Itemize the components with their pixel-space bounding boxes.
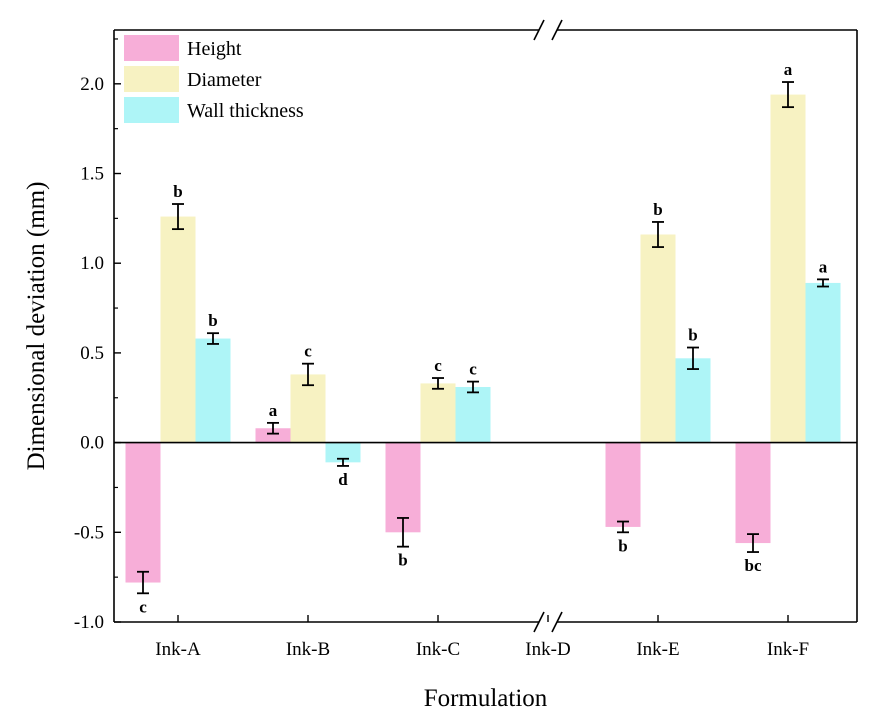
legend-label: Height <box>187 38 242 60</box>
y-tick-label: 1.0 <box>80 253 104 274</box>
bar-height-ink-f <box>735 442 771 544</box>
bar-wall-thickness-ink-a <box>195 338 231 443</box>
significance-label: b <box>653 200 662 219</box>
significance-label: c <box>434 356 442 375</box>
error-bar <box>687 346 699 370</box>
significance-label: b <box>618 536 627 555</box>
bar-diameter-ink-c <box>420 383 456 443</box>
legend-swatch <box>124 97 179 123</box>
legend-swatch <box>124 35 179 61</box>
x-tick-label: Ink-C <box>416 639 460 660</box>
significance-label: b <box>688 326 697 345</box>
bar-diameter-ink-e <box>640 234 676 443</box>
error-bar <box>652 221 664 248</box>
error-bar <box>467 380 479 394</box>
error-bar <box>207 332 219 345</box>
bar-height-ink-b <box>255 428 291 443</box>
y-tick-label: 0.5 <box>80 343 104 364</box>
x-tick-label: Ink-E <box>636 639 679 660</box>
legend: Height Diameter Wall thickness <box>124 35 304 123</box>
y-tick-label: 1.5 <box>80 164 104 185</box>
bar-wall-thickness-ink-c <box>455 386 491 443</box>
error-bar <box>432 377 444 390</box>
axes-frame <box>113 19 858 633</box>
bar-wall-thickness-ink-f <box>805 282 841 443</box>
y-tick-label: -0.5 <box>74 522 104 543</box>
axis-break-mark <box>551 611 563 633</box>
error-bar <box>397 517 409 548</box>
significance-label: bc <box>745 556 762 575</box>
bar-wall-thickness-ink-b <box>325 442 361 463</box>
error-bar <box>817 278 829 288</box>
y-tick-label: 0.0 <box>80 433 104 454</box>
x-tick-label: Ink-A <box>155 639 201 660</box>
significance-label: b <box>398 551 407 570</box>
legend-label: Wall thickness <box>187 100 304 122</box>
significance-label: a <box>819 257 828 276</box>
significance-label: c <box>469 360 477 379</box>
significance-label: b <box>173 182 182 201</box>
axis-break-mark <box>533 611 545 633</box>
x-tick-label: Ink-B <box>286 639 330 660</box>
x-tick-label: Ink-F <box>767 639 809 660</box>
bar-height-ink-e <box>605 442 641 527</box>
x-axis-title: Formulation <box>424 685 548 712</box>
y-tick-label: -1.0 <box>74 612 104 633</box>
bar-height-ink-a <box>125 442 161 583</box>
y-axis-title: Dimensional deviation (mm) <box>23 182 50 471</box>
significance-label: c <box>139 597 147 616</box>
error-bar <box>617 520 629 534</box>
x-tick-label: Ink-D <box>525 639 570 660</box>
error-bar <box>302 362 314 387</box>
significance-label: a <box>784 60 793 79</box>
error-bar <box>782 81 794 109</box>
error-bar <box>337 457 349 467</box>
significance-label: d <box>338 470 348 489</box>
significance-label: c <box>304 342 312 361</box>
error-bar <box>172 203 184 231</box>
error-bar <box>267 421 279 435</box>
axis-break-mark <box>551 19 563 41</box>
bar-wall-thickness-ink-e <box>675 358 711 443</box>
legend-swatch <box>124 66 179 92</box>
error-bar <box>747 533 759 553</box>
error-bar <box>137 570 149 595</box>
bar-diameter-ink-f <box>770 94 806 443</box>
legend-label: Diameter <box>187 69 262 91</box>
plot-area: cabbbcbccbabdcba-1.0-0.50.00.51.01.52.0I… <box>74 19 858 660</box>
bar-diameter-ink-a <box>160 216 196 443</box>
significance-label: b <box>208 311 217 330</box>
y-tick-label: 2.0 <box>80 74 104 95</box>
significance-label: a <box>269 401 278 420</box>
axis-break-mark <box>533 19 545 41</box>
